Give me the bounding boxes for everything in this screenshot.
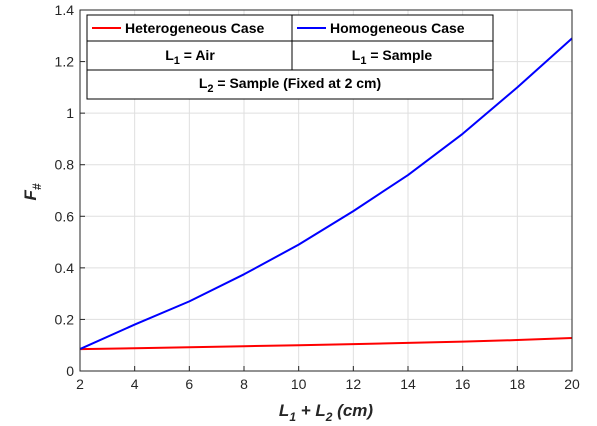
y-tick-label: 1 xyxy=(66,105,74,121)
x-tick-label: 18 xyxy=(510,376,526,392)
x-tick-label: 16 xyxy=(455,376,471,392)
x-tick-label: 20 xyxy=(564,376,580,392)
x-axis-title-plus: + L xyxy=(296,401,326,420)
x-tick-label: 12 xyxy=(346,376,362,392)
y-tick-label: 0.4 xyxy=(55,260,75,276)
y-tick-label: 1.4 xyxy=(55,2,75,18)
legend-cell-l1-sample-main: L xyxy=(352,47,361,63)
x-axis-title-sub2: 2 xyxy=(325,410,333,424)
legend-cell-l1-sample-sub: 1 xyxy=(360,55,366,67)
x-axis-title-main: L xyxy=(279,401,289,420)
legend-cell-l1-air-sub: 1 xyxy=(174,55,180,67)
x-tick-label: 8 xyxy=(240,376,248,392)
series-line-homogeneous-case xyxy=(79,37,573,350)
series-layer xyxy=(79,37,573,351)
legend: Heterogeneous Case Homogeneous Case L1 =… xyxy=(86,14,494,100)
legend-cell-l1-sample-rest: = Sample xyxy=(366,47,432,63)
y-tick-label: 0.2 xyxy=(55,311,75,327)
y-tick-label: 0 xyxy=(66,363,74,379)
x-tick-label: 2 xyxy=(76,376,84,392)
legend-cell-l1-air-main: L xyxy=(165,47,174,63)
x-tick-label: 14 xyxy=(400,376,416,392)
legend-cell-l2-sample-sub: 2 xyxy=(207,83,213,95)
plot-area-frame xyxy=(79,9,573,372)
y-tick-label: 0.8 xyxy=(55,157,75,173)
x-axis-title-unit: (cm) xyxy=(332,401,373,420)
legend-label-heterogeneous: Heterogeneous Case xyxy=(125,20,264,36)
legend-label-homogeneous: Homogeneous Case xyxy=(330,20,465,36)
x-axis-title-sub1: 1 xyxy=(289,410,296,424)
x-tick-label: 6 xyxy=(185,376,193,392)
legend-cell-l2-sample-main: L xyxy=(199,75,208,91)
legend-box xyxy=(86,14,494,100)
x-axis-title: L1 + L2 (cm) xyxy=(279,401,373,424)
y-tick-label: 1.2 xyxy=(55,54,75,70)
legend-cell-l2-sample-rest: = Sample (Fixed at 2 cm) xyxy=(214,75,382,91)
legend-cell-l1-air-rest: = Air xyxy=(180,47,215,63)
x-tick-label: 10 xyxy=(291,376,307,392)
y-axis-title-main: F xyxy=(21,190,40,201)
legend-cell-l2-sample: L2 = Sample (Fixed at 2 cm) xyxy=(199,75,381,95)
y-axis-title-sub: # xyxy=(30,183,44,190)
y-axis-title: F# xyxy=(21,183,44,200)
legend-cell-l1-sample: L1 = Sample xyxy=(352,47,433,67)
x-tick-label: 4 xyxy=(131,376,139,392)
y-tick-label: 0.6 xyxy=(55,208,75,224)
series-line-heterogeneous-case xyxy=(79,336,573,351)
legend-cell-l1-air: L1 = Air xyxy=(165,47,215,67)
